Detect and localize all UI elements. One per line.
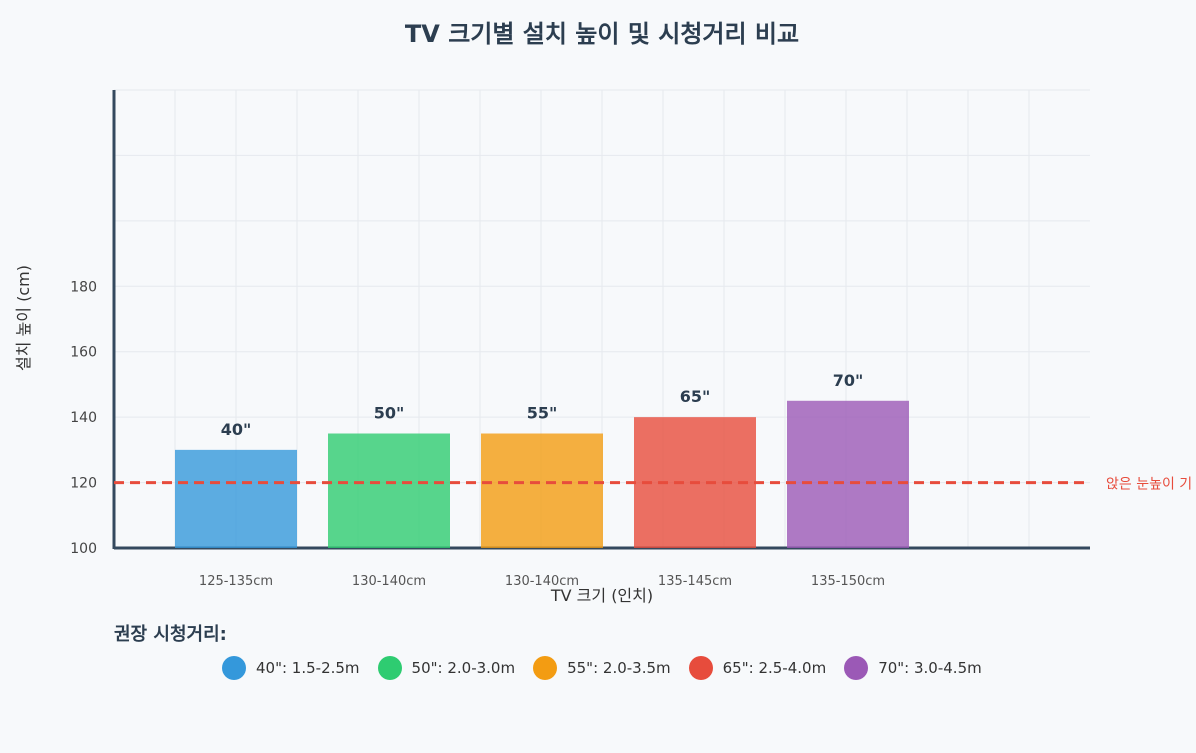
legend-item: 55": 2.0-3.5m bbox=[533, 656, 671, 680]
legend-dot bbox=[222, 656, 246, 680]
legend-item: 65": 2.5-4.0m bbox=[688, 656, 827, 680]
legend-title: 권장 시청거리: bbox=[114, 624, 227, 645]
bar-range-label: 135-150cm bbox=[811, 574, 885, 589]
bar bbox=[481, 433, 603, 548]
legend-label: 65": 2.5-4.0m bbox=[722, 659, 827, 677]
chart-title: TV 크기별 설치 높이 및 시청거리 비교 bbox=[405, 20, 799, 48]
range-labels: 125-135cm 130-140cm 130-140cm 135-145cm 135-… bbox=[199, 574, 885, 589]
legend-dot bbox=[688, 656, 713, 680]
bar-category-label: 40" bbox=[221, 420, 252, 439]
y-axis-title: 설치 높이 (cm) bbox=[14, 265, 33, 371]
bar-range-label: 135-145cm bbox=[658, 574, 732, 589]
legend-dot bbox=[533, 656, 558, 680]
legend-item: 70": 3.0-4.5m bbox=[844, 656, 982, 680]
bar-category-label: 70" bbox=[833, 371, 864, 390]
bar-range-label: 130-140cm bbox=[352, 574, 426, 589]
legend-label: 50": 2.0-3.0m bbox=[411, 659, 516, 677]
reference-line-group: 앉은 눈높이 기 bbox=[114, 477, 1192, 493]
bar bbox=[787, 400, 909, 548]
y-tick-label: 100 bbox=[70, 541, 97, 557]
y-tick-label: 160 bbox=[70, 345, 97, 361]
bar-range-label: 130-140cm bbox=[505, 574, 579, 589]
x-axis-title: TV 크기 (인치) bbox=[550, 586, 653, 605]
y-tick-label: 120 bbox=[70, 476, 97, 492]
legend-item: 40": 1.5-2.5m bbox=[222, 656, 360, 680]
bar bbox=[175, 449, 297, 548]
y-tick-label: 140 bbox=[70, 410, 97, 426]
legend-dot bbox=[844, 656, 869, 680]
bar bbox=[328, 433, 450, 548]
y-tick-label: 180 bbox=[70, 279, 97, 295]
y-ticks: 100 120 140 160 180 bbox=[70, 279, 97, 557]
bar-range-label: 125-135cm bbox=[199, 574, 273, 589]
legend: 40": 1.5-2.5m 50": 2.0-3.0m 55": 2.0-3.5m 6… bbox=[222, 656, 1000, 680]
grid bbox=[114, 89, 1090, 549]
bars bbox=[175, 400, 909, 548]
legend-item: 50": 2.0-3.0m bbox=[377, 656, 516, 680]
legend-dot bbox=[377, 656, 402, 680]
bar-category-label: 65" bbox=[680, 387, 711, 406]
legend-label: 40": 1.5-2.5m bbox=[256, 659, 360, 677]
bar-labels: 40" 50" 55" 65" 70" bbox=[221, 371, 864, 439]
legend-label: 70": 3.0-4.5m bbox=[878, 659, 982, 677]
reference-line-label: 앉은 눈높이 기 bbox=[1106, 477, 1192, 493]
bar-category-label: 55" bbox=[527, 404, 558, 423]
legend-label: 55": 2.0-3.5m bbox=[567, 659, 671, 677]
bar-category-label: 50" bbox=[374, 404, 405, 423]
